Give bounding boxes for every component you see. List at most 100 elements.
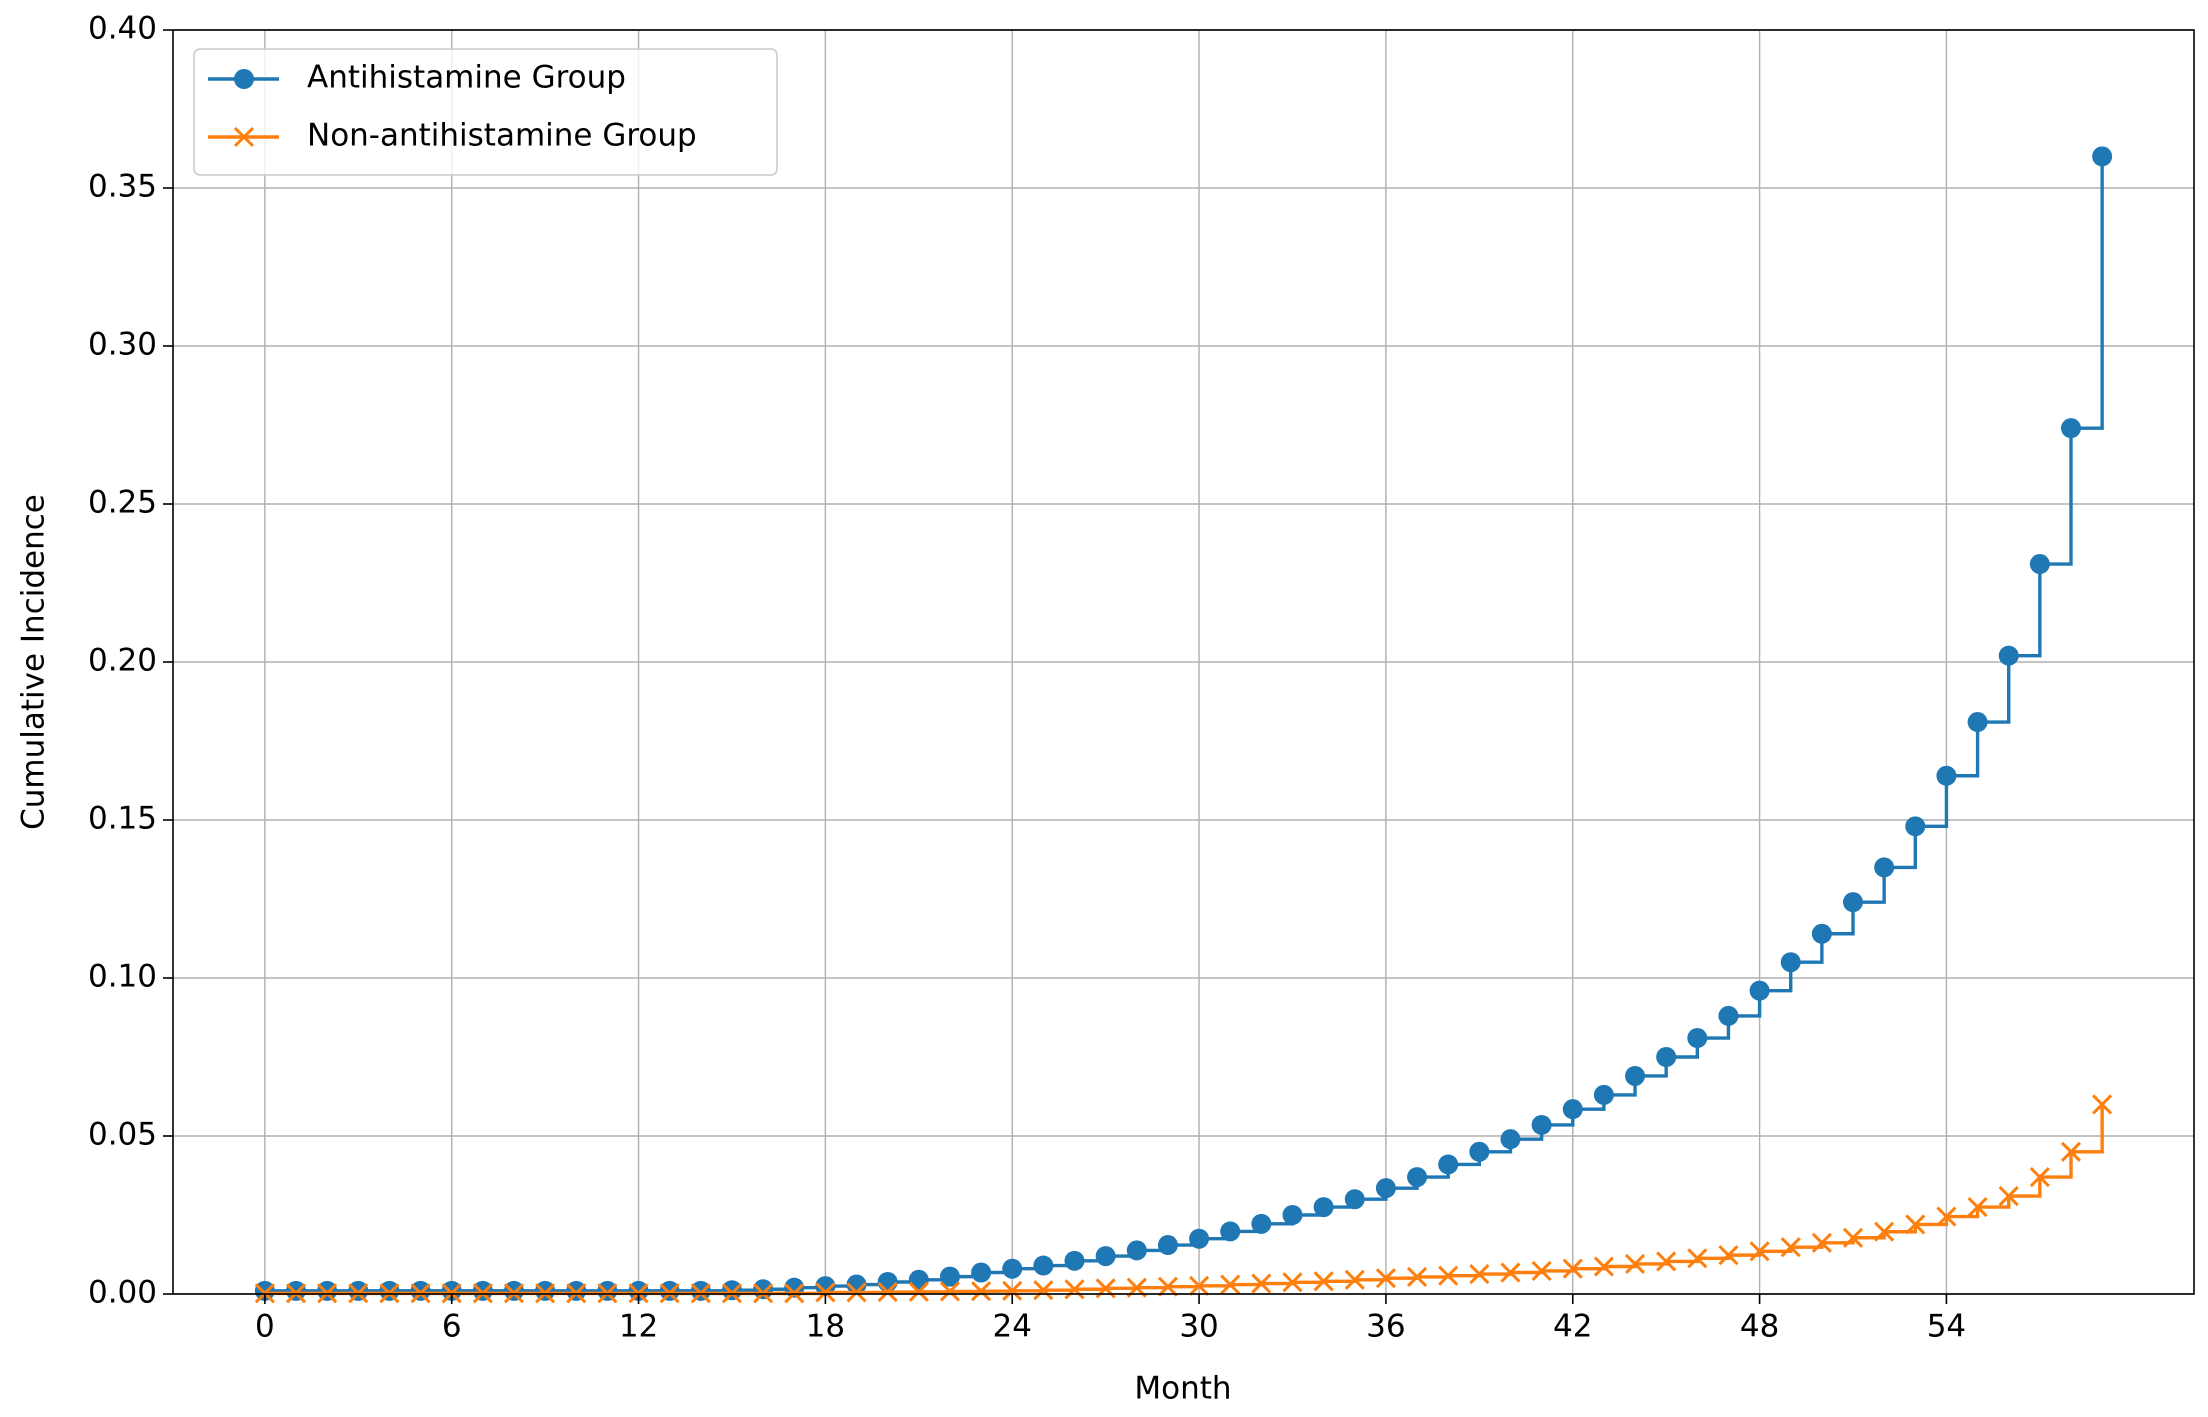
marker [1967, 1197, 1988, 1218]
marker [1625, 1065, 1646, 1086]
marker [1251, 1213, 1272, 1234]
marker [1905, 816, 1926, 837]
marker [1344, 1269, 1365, 1290]
x-tick-label: 30 [1179, 1309, 1218, 1345]
marker [659, 1280, 680, 1301]
marker [1220, 1274, 1241, 1295]
marker [566, 1280, 587, 1301]
legend-box [193, 48, 778, 176]
y-tick-label: 0.15 [88, 801, 157, 837]
marker [877, 1282, 898, 1303]
marker [2060, 418, 2081, 439]
marker [1406, 1266, 1428, 1288]
marker [1687, 1028, 1708, 1049]
marker [1562, 1099, 1583, 1120]
marker [1064, 1250, 1085, 1271]
marker [1002, 1258, 1023, 1279]
marker [1407, 1167, 1428, 1188]
x-tick-label: 24 [993, 1309, 1032, 1345]
marker [1624, 1253, 1646, 1275]
marker [908, 1281, 929, 1302]
marker [1064, 1279, 1085, 1300]
marker [1874, 1221, 1895, 1242]
x-tick-label: 36 [1366, 1309, 1405, 1345]
marker [939, 1266, 960, 1287]
marker [503, 1280, 524, 1301]
legend-label: Non-antihistamine Group [307, 118, 697, 154]
marker [1500, 1129, 1521, 1150]
marker [233, 126, 255, 148]
marker [2029, 554, 2050, 575]
x-tick-label: 42 [1553, 1309, 1592, 1345]
y-axis-label: Cumulative Incidence [16, 494, 52, 830]
marker [1313, 1271, 1334, 1292]
marker [939, 1281, 961, 1302]
marker [753, 1279, 774, 1300]
x-tick-label: 12 [619, 1309, 658, 1345]
y-tick-label: 0.25 [88, 485, 157, 521]
marker [1874, 857, 1895, 878]
marker [1500, 1262, 1521, 1283]
marker [628, 1280, 649, 1301]
marker [410, 1280, 431, 1301]
marker [1375, 1268, 1396, 1289]
marker [1438, 1154, 1459, 1175]
marker [1593, 1256, 1614, 1277]
legend: Antihistamine Group Non-antihistamine Gro… [193, 48, 778, 176]
marker [1438, 1265, 1459, 1286]
marker [1843, 892, 1864, 913]
marker [971, 1281, 992, 1302]
marker [1033, 1280, 1054, 1301]
marker [1282, 1205, 1303, 1225]
x-tick-label: 18 [806, 1309, 845, 1345]
marker [254, 1280, 275, 1301]
marker [472, 1280, 493, 1301]
marker [815, 1282, 836, 1303]
marker [1095, 1246, 1116, 1267]
marker [1687, 1248, 1708, 1269]
marker [1936, 765, 1957, 786]
marker [234, 69, 254, 89]
marker [1157, 1276, 1178, 1297]
marker [441, 1280, 462, 1301]
marker [1531, 1114, 1552, 1135]
marker [1998, 1185, 2019, 1207]
x-tick-label: 54 [1927, 1309, 1966, 1345]
marker [1656, 1251, 1677, 1272]
marker [1251, 1273, 1272, 1294]
marker [1780, 1237, 1801, 1258]
marker [1562, 1258, 1583, 1279]
marker [348, 1280, 369, 1301]
ticks: 0 6 12 18 24 30 36 42 48 54 0.00 0.05 0.10 0.15 0.20 0.… [88, 11, 1966, 1345]
marker [1375, 1178, 1396, 1199]
y-tick-label: 0.05 [88, 1117, 157, 1153]
marker [1842, 1227, 1864, 1248]
y-tick-label: 0.30 [88, 327, 157, 363]
marker [690, 1280, 711, 1301]
marker [1189, 1275, 1210, 1296]
marker [286, 1280, 307, 1301]
marker [1033, 1255, 1054, 1276]
marker [2092, 146, 2113, 167]
marker [1718, 1005, 1739, 1026]
marker [597, 1280, 618, 1301]
legend-label: Antihistamine Group [307, 60, 626, 96]
marker [1998, 645, 2019, 666]
marker [2029, 1167, 2050, 1188]
marker [877, 1271, 898, 1292]
marker [721, 1280, 742, 1301]
marker [535, 1280, 556, 1301]
marker [1469, 1141, 1490, 1162]
marker [1344, 1189, 1365, 1210]
y-tick-label: 0.35 [88, 169, 157, 205]
marker [1126, 1240, 1147, 1261]
y-tick-label: 0.20 [88, 643, 157, 679]
marker [1313, 1197, 1334, 1218]
x-tick-label: 0 [255, 1309, 275, 1345]
x-tick-label: 48 [1740, 1309, 1779, 1345]
marker [1936, 1206, 1957, 1227]
x-tick-label: 6 [442, 1309, 462, 1345]
marker [379, 1280, 400, 1301]
